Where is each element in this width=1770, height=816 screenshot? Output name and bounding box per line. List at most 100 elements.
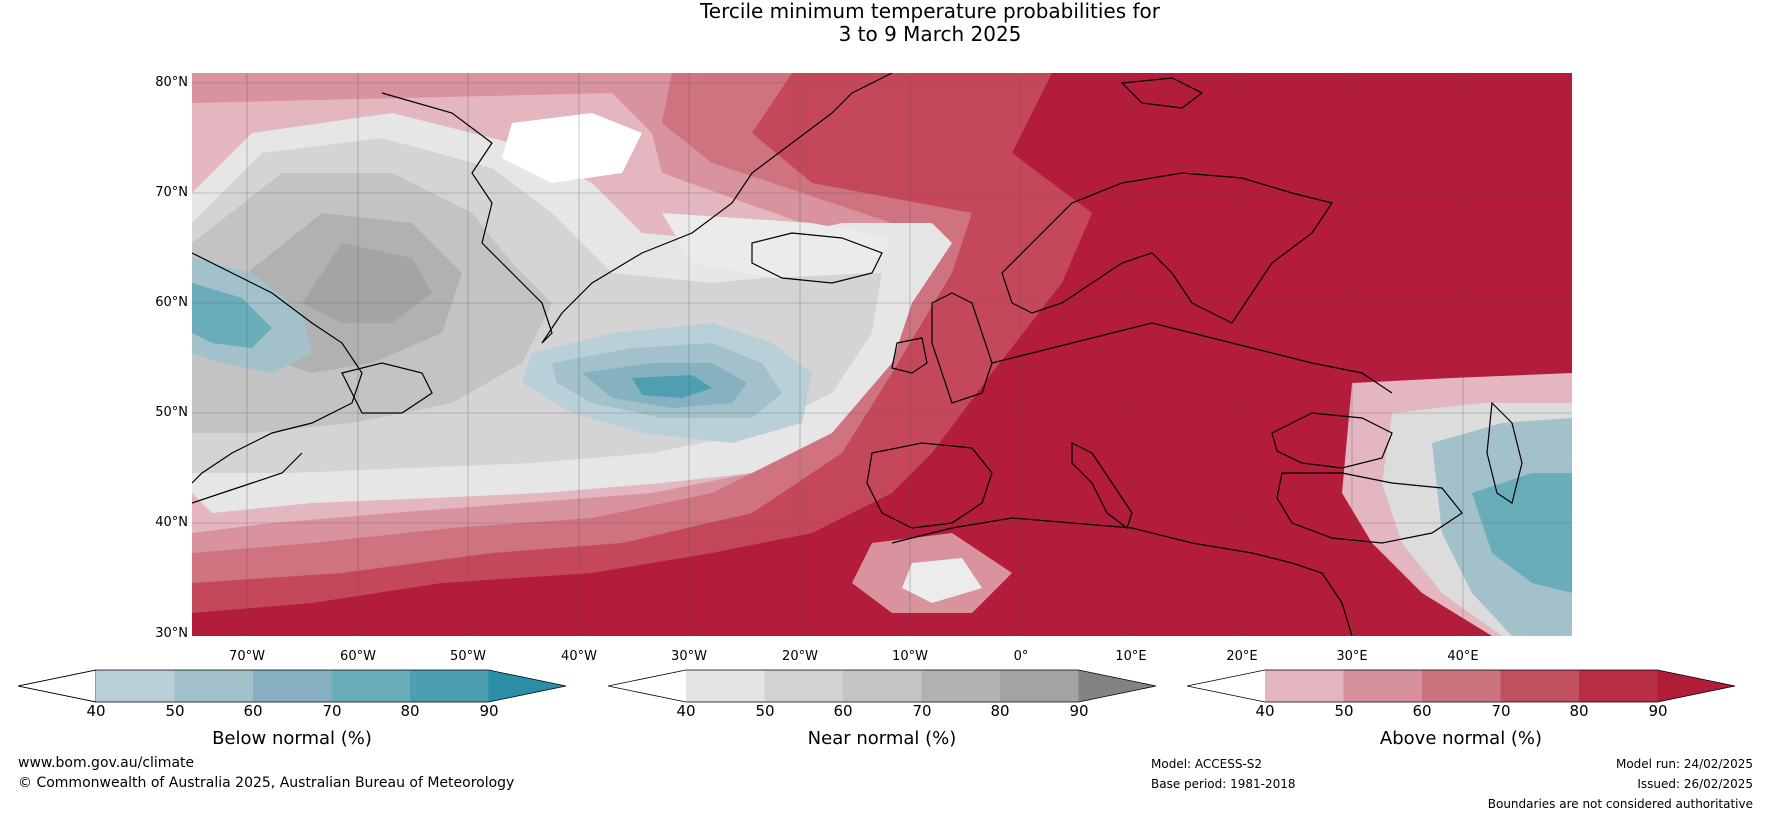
probability-map xyxy=(192,73,1572,636)
colorbar-above-tick-40: 40 xyxy=(1255,702,1275,720)
colorbar-near-segment-40-50 xyxy=(686,670,765,702)
colorbar-below-segment-under xyxy=(18,669,97,703)
lon-label-60w: 60°W xyxy=(340,649,376,664)
us-east-coast xyxy=(192,452,303,504)
lat-label-30n: 30°N xyxy=(155,626,188,641)
colorbar-above-svg xyxy=(1187,669,1736,703)
colorbar-near-segment-under xyxy=(608,670,686,702)
colorbar-near-segment-50-60 xyxy=(764,670,843,702)
iberia-coast xyxy=(866,442,993,529)
svalbard-coast xyxy=(1120,77,1204,109)
lon-label-20w: 20°W xyxy=(782,649,818,664)
lat-label-80n: 80°N xyxy=(155,75,188,90)
lon-label-10w: 10°W xyxy=(892,649,928,664)
colorbar-above-outline xyxy=(1187,669,1736,703)
colorbar-above-tick-70: 70 xyxy=(1491,702,1511,720)
colorbar-above-segment-70-80 xyxy=(1500,670,1579,702)
colorbar-above-segment-over xyxy=(1657,670,1735,702)
colorbar-near-segment-over xyxy=(1078,670,1156,702)
lon-label-30w: 30°W xyxy=(671,649,707,664)
colorbar-near-svg xyxy=(608,669,1157,703)
great-britain-coast xyxy=(931,292,993,404)
colorbar-above-segment-40-50 xyxy=(1265,670,1344,702)
colorbar-below-segment-40-50 xyxy=(96,670,175,702)
lon-label-40w: 40°W xyxy=(561,649,597,664)
colorbar-above-segment-80-90 xyxy=(1579,670,1658,702)
colorbar-near-tick-80: 80 xyxy=(990,702,1010,720)
colorbar-above-title: Above normal (%) xyxy=(1379,728,1543,749)
europe-north-coast xyxy=(991,322,1393,394)
colorbar-above-segment-50-60 xyxy=(1343,670,1422,702)
graticule xyxy=(192,73,1572,636)
lat-label-50n: 50°N xyxy=(155,405,188,420)
ireland-coast xyxy=(891,337,928,374)
map-title: Tercile minimum temperature probabilitie… xyxy=(0,0,1770,46)
lon-label-70w: 70°W xyxy=(229,649,265,664)
near-normal-africa-patch xyxy=(902,558,982,603)
colorbar-below-normal xyxy=(18,668,568,704)
colorbar-below-segment-over xyxy=(488,670,566,702)
colorbar-near-tick-90: 90 xyxy=(1069,702,1089,720)
near-normal-greenland-white xyxy=(502,113,642,183)
colorbar-below-outline xyxy=(18,669,567,703)
lat-label-40n: 40°N xyxy=(155,515,188,530)
lat-label-60n: 60°N xyxy=(155,295,188,310)
colorbar-above-tick-80: 80 xyxy=(1569,702,1589,720)
colorbar-below-title: Below normal (%) xyxy=(212,728,372,749)
disclaimer-text: Boundaries are not considered authoritat… xyxy=(1487,797,1753,811)
colorbar-below-tick-50: 50 xyxy=(165,702,185,720)
title-line-2: 3 to 9 March 2025 xyxy=(838,22,1022,46)
labrador-coast xyxy=(192,252,363,484)
greenland-west-coast xyxy=(381,92,553,344)
below-normal-labrador-core xyxy=(192,283,272,348)
website-link[interactable]: www.bom.gov.au/climate xyxy=(18,755,195,771)
colorbar-above-segment-60-70 xyxy=(1422,670,1501,702)
colorbar-near-title: Near normal (%) xyxy=(807,728,957,749)
copyright-text: © Commonwealth of Australia 2025, Austra… xyxy=(18,775,515,791)
lon-label-10e: 10°E xyxy=(1115,649,1147,664)
colorbar-near-segment-70-80 xyxy=(921,670,1000,702)
colorbar-below-segment-50-60 xyxy=(174,670,253,702)
lat-label-70n: 70°N xyxy=(155,185,188,200)
colorbar-below-segment-60-70 xyxy=(253,670,332,702)
colorbar-below-tick-80: 80 xyxy=(400,702,420,720)
colorbar-above-normal xyxy=(1187,668,1737,704)
colorbar-above-tick-60: 60 xyxy=(1412,702,1432,720)
colorbar-below-tick-70: 70 xyxy=(322,702,342,720)
issued-text: Issued: 26/02/2025 xyxy=(1637,777,1753,791)
iceland-coast xyxy=(751,232,883,284)
colorbar-below-svg xyxy=(18,669,567,703)
model-run-text: Model run: 24/02/2025 xyxy=(1615,757,1753,771)
newfoundland-coast xyxy=(341,362,433,414)
north-africa-coast xyxy=(891,517,1353,636)
coastlines xyxy=(192,73,1523,636)
colorbar-above-segment-under xyxy=(1187,670,1265,702)
colorbar-above-tick-50: 50 xyxy=(1334,702,1354,720)
lon-label-30e: 30°E xyxy=(1336,649,1368,664)
near-normal-iceland-region xyxy=(662,213,892,278)
greenland-east-coast xyxy=(541,73,893,344)
colorbar-near-tick-70: 70 xyxy=(912,702,932,720)
colorbar-near-outline xyxy=(608,669,1157,703)
colorbar-below-segment-80-90 xyxy=(410,670,489,702)
colorbar-near-segment-60-70 xyxy=(843,670,922,702)
title-line-1: Tercile minimum temperature probabilitie… xyxy=(699,0,1161,23)
turkey-coast xyxy=(1276,472,1463,544)
colorbar-near-segment-80-90 xyxy=(1000,670,1079,702)
lon-label-0: 0° xyxy=(1013,649,1029,664)
black-sea-coast xyxy=(1271,412,1393,469)
lon-label-50w: 50°W xyxy=(450,649,486,664)
colorbar-above-tick-90: 90 xyxy=(1648,702,1668,720)
colorbar-below-tick-40: 40 xyxy=(86,702,106,720)
map-svg xyxy=(192,73,1572,636)
below-normal-east-core xyxy=(1472,473,1572,593)
colorbar-near-tick-50: 50 xyxy=(755,702,775,720)
colorbar-below-tick-60: 60 xyxy=(243,702,263,720)
colorbar-below-tick-90: 90 xyxy=(479,702,499,720)
colorbar-below-segment-70-80 xyxy=(331,670,410,702)
scandinavia-coast xyxy=(1001,172,1333,324)
lon-label-40e: 40°E xyxy=(1447,649,1479,664)
caspian-coast xyxy=(1486,401,1523,504)
colorbar-near-normal xyxy=(608,668,1158,704)
colorbar-near-tick-40: 40 xyxy=(676,702,696,720)
